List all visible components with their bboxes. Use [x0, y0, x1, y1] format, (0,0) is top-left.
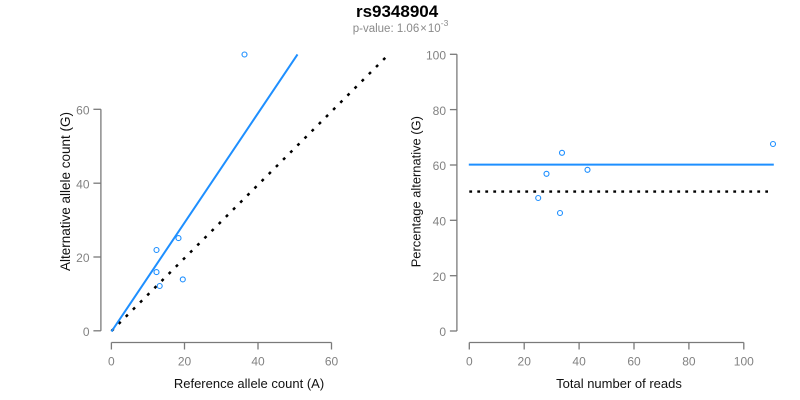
svg-text:60: 60 — [76, 104, 90, 118]
svg-text:Total number of reads: Total number of reads — [556, 376, 682, 391]
svg-text:80: 80 — [433, 104, 447, 118]
svg-text:60: 60 — [325, 355, 339, 369]
svg-text:60: 60 — [627, 355, 641, 369]
svg-text:80: 80 — [682, 355, 696, 369]
svg-text:60: 60 — [433, 159, 447, 173]
svg-text:40: 40 — [433, 215, 447, 229]
svg-text:-3: -3 — [441, 18, 449, 28]
svg-text:0: 0 — [83, 325, 90, 339]
svg-text:40: 40 — [572, 355, 586, 369]
svg-text:20: 20 — [518, 355, 532, 369]
svg-text:20: 20 — [433, 270, 447, 284]
svg-text:100: 100 — [426, 49, 446, 63]
svg-text:Percentage alternative (G): Percentage alternative (G) — [409, 116, 424, 267]
svg-text:p-value: 1.06 × 10: p-value: 1.06 × 10 — [353, 23, 441, 35]
svg-text:20: 20 — [178, 355, 192, 369]
svg-text:Reference allele count (A): Reference allele count (A) — [174, 376, 324, 391]
svg-text:Alternative allele count (G): Alternative allele count (G) — [58, 112, 73, 271]
svg-text:0: 0 — [439, 325, 446, 339]
svg-text:40: 40 — [76, 177, 90, 191]
svg-text:20: 20 — [76, 251, 90, 265]
svg-text:rs9348904: rs9348904 — [356, 2, 439, 21]
svg-text:0: 0 — [466, 355, 473, 369]
svg-text:40: 40 — [251, 355, 265, 369]
svg-text:100: 100 — [734, 355, 754, 369]
svg-text:0: 0 — [108, 355, 115, 369]
